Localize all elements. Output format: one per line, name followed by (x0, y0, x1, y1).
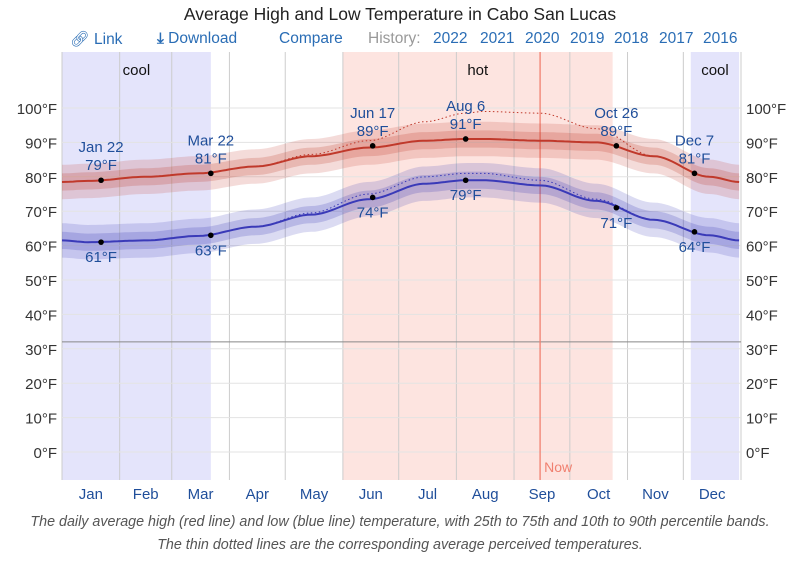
season-label-cool: cool (701, 62, 729, 79)
y-tick-label-left: 10°F (25, 411, 57, 428)
annotation-value: 64°F (679, 239, 711, 256)
y-tick-label-right: 30°F (746, 342, 778, 359)
annotation-value: 79°F (85, 157, 117, 174)
x-tick-label-mar: Mar (188, 486, 214, 503)
y-tick-label-right: 10°F (746, 411, 778, 428)
history-year-2020[interactable]: 2020 (525, 30, 560, 47)
y-tick-label-right: 50°F (746, 273, 778, 290)
annotation-point (369, 143, 376, 149)
annotation-point (613, 143, 620, 149)
history-label: History: (368, 30, 421, 47)
annotation-date: Jan 22 (79, 139, 124, 156)
history-year-2021[interactable]: 2021 (480, 30, 515, 47)
annotation-date: Aug 6 (446, 98, 485, 115)
annotation-point (691, 229, 698, 235)
annotation-value: 89°F (600, 123, 632, 140)
annotation-point (369, 194, 376, 201)
annotation-point (98, 239, 104, 245)
history-year-2019[interactable]: 2019 (570, 30, 605, 47)
x-tick-label-jan: Jan (79, 486, 103, 503)
annotation-point (462, 136, 469, 142)
x-tick-label-may: May (300, 486, 329, 503)
season-band-hot (342, 52, 613, 480)
annotation-date: Jun 17 (350, 105, 395, 122)
chart-caption: The daily average high (red line) and lo… (30, 514, 770, 553)
history-year-2016[interactable]: 2016 (703, 30, 738, 47)
x-tick-label-aug: Aug (472, 486, 499, 503)
annotation-value: 89°F (357, 123, 389, 140)
annotation-point (208, 232, 214, 239)
annotation-point (208, 170, 214, 177)
high-band-25-75 (62, 130, 740, 191)
now-label: Now (544, 459, 573, 475)
download-icon: ⤓ (157, 30, 164, 47)
x-tick-label-oct: Oct (587, 486, 611, 503)
y-tick-label-left: 80°F (25, 170, 57, 187)
x-tick-label-jul: Jul (418, 486, 437, 503)
y-tick-label-right: 0°F (746, 445, 770, 462)
annotation-point (613, 204, 620, 211)
season-label-cool: cool (123, 62, 151, 79)
y-tick-label-left: 50°F (25, 273, 57, 290)
annotation-value: 79°F (450, 187, 482, 204)
annotation-value: 74°F (357, 204, 389, 221)
low-line (61, 179, 740, 244)
y-tick-label-left: 60°F (25, 239, 57, 256)
history-year-2018[interactable]: 2018 (614, 30, 649, 47)
x-tick-label-sep: Sep (529, 486, 556, 503)
annotation-value: 81°F (679, 150, 711, 167)
link-icon: 🔗︎ (70, 31, 90, 48)
y-tick-label-left: 0°F (33, 445, 57, 462)
y-tick-label-left: 30°F (25, 342, 57, 359)
y-tick-label-left: 40°F (25, 307, 57, 324)
x-tick-label-apr: Apr (246, 486, 269, 503)
annotation-value: 61°F (85, 249, 117, 266)
y-tick-label-right: 100°F (746, 101, 786, 118)
chart-title: Average High and Low Temperature in Cabo… (183, 4, 617, 24)
y-tick-label-right: 70°F (746, 204, 778, 221)
high-line (61, 138, 740, 183)
y-tick-label-left: 20°F (25, 376, 57, 393)
x-tick-label-nov: Nov (642, 486, 669, 503)
annotation-value: 91°F (450, 116, 482, 133)
y-tick-label-left: 100°F (17, 101, 57, 118)
annotation-point (691, 170, 698, 177)
season-band-cool (690, 52, 740, 480)
y-tick-label-right: 20°F (746, 376, 778, 393)
y-tick-label-right: 90°F (746, 135, 778, 152)
link-button[interactable]: 🔗︎ Link (70, 31, 123, 48)
x-tick-label-feb: Feb (133, 486, 159, 503)
annotation-point (462, 177, 469, 184)
annotation-date: Mar 22 (187, 132, 234, 149)
annotation-value: 81°F (195, 150, 227, 167)
season-band-cool (62, 52, 211, 480)
annotation-value: 71°F (600, 215, 632, 232)
y-tick-label-left: 70°F (25, 204, 57, 221)
y-tick-label-left: 90°F (25, 135, 57, 152)
annotation-value: 63°F (195, 242, 227, 259)
compare-button[interactable]: Compare (279, 30, 343, 47)
download-button[interactable]: ⤓ Download (157, 30, 238, 47)
y-tick-label-right: 40°F (746, 307, 778, 324)
annotation-date: Dec 7 (675, 132, 714, 149)
annotation-date: Oct 26 (594, 105, 638, 122)
season-label-hot: hot (467, 62, 489, 79)
y-tick-label-right: 60°F (746, 239, 778, 256)
x-tick-label-dec: Dec (699, 486, 726, 503)
annotation-point (98, 177, 104, 184)
temperature-chart: cool hot cool 0°F 0°F 10°F 10°F 20°F 20°F 30°F 30°… (17, 52, 786, 503)
history-year-2022[interactable]: 2022 (433, 30, 468, 47)
y-tick-label-right: 80°F (746, 170, 778, 187)
x-tick-label-jun: Jun (359, 486, 383, 503)
history-year-2017[interactable]: 2017 (659, 30, 694, 47)
low-band-10-90 (62, 163, 740, 260)
